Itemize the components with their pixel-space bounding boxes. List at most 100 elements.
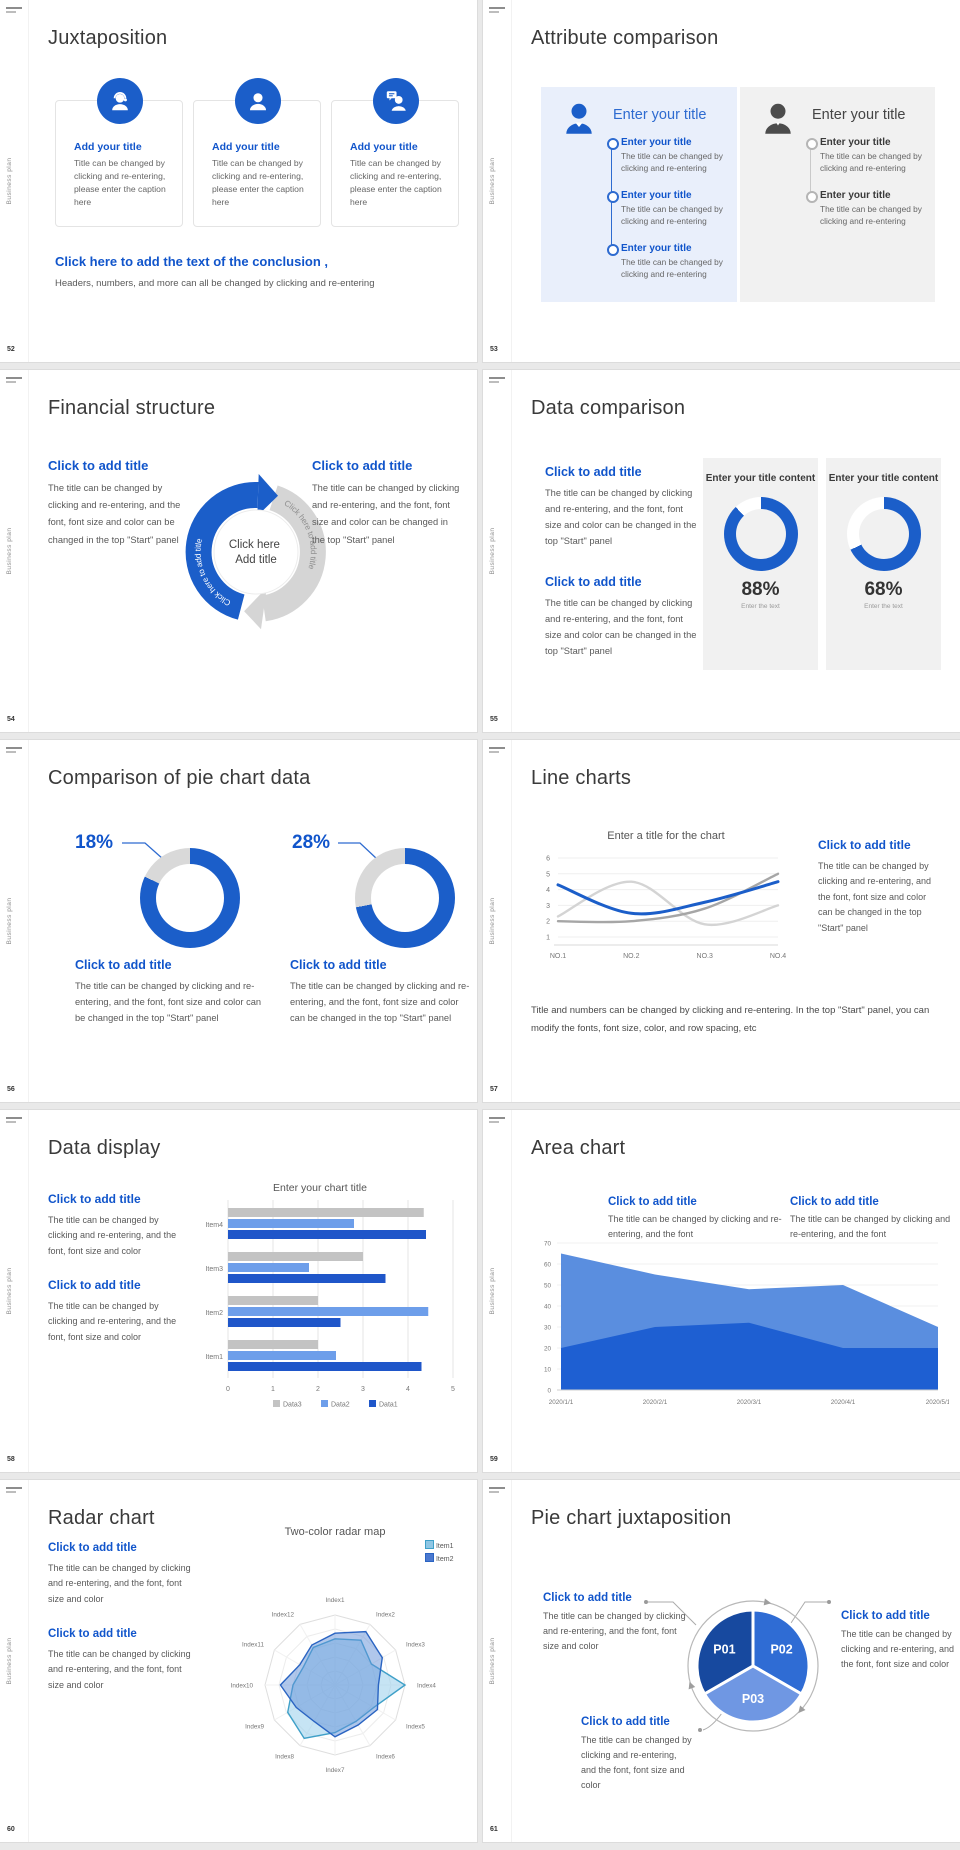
- block-body: The title can be changed by clicking and…: [48, 1301, 177, 1342]
- radar-legend: Item1 Item2: [425, 1540, 453, 1563]
- card-body: Title can be changed by clicking and re-…: [74, 158, 166, 207]
- slide-thumbnail-53[interactable]: Business plan 53 Attribute comparison En…: [483, 0, 960, 362]
- text-block-right: Click to add title The title can be chan…: [312, 458, 462, 549]
- page-number: 59: [490, 1456, 498, 1463]
- svg-text:P03: P03: [742, 1692, 764, 1706]
- svg-text:2020/4/1: 2020/4/1: [831, 1399, 856, 1406]
- block-heading: Click to add title: [608, 1196, 697, 1208]
- panel-heading: Enter your title: [812, 107, 906, 123]
- page-number: 52: [7, 346, 15, 353]
- timeline-line: [809, 145, 811, 202]
- timeline-dot: [607, 191, 619, 203]
- block-body: The title can be changed by clicking and…: [790, 1214, 951, 1240]
- line-chart: 6 5 4 3 2 1 NO.1 NO.2 NO.3 NO.4: [546, 856, 786, 961]
- block-body: The title can be changed by clicking and…: [48, 1215, 177, 1256]
- svg-text:2020/3/1: 2020/3/1: [737, 1399, 762, 1406]
- slide-thumbnail-60[interactable]: Business plan 60 Radar chart Click to ad…: [0, 1480, 477, 1842]
- rail-vertical-text: Business plan: [6, 157, 13, 205]
- comparison-panel-right: Enter your title Enter your title The ti…: [740, 87, 935, 302]
- timeline-item: Enter your title The title can be change…: [806, 190, 930, 228]
- svg-text:50: 50: [544, 1283, 552, 1290]
- block-heading: Click to add title: [48, 458, 149, 473]
- person-icon: [235, 78, 281, 124]
- conclusion-title: Click here to add the text of the conclu…: [55, 254, 329, 269]
- slide-thumbnail-52[interactable]: Business plan 52 Juxtaposition Add your …: [0, 0, 477, 362]
- timeline-item: Enter your title The title can be change…: [806, 137, 930, 175]
- slide-title: Area chart: [531, 1137, 626, 1159]
- text-block-left: Click to add title The title can be chan…: [48, 458, 181, 549]
- item-title: Enter your title: [820, 190, 891, 201]
- person-male-icon: [760, 99, 796, 142]
- slide-rail: Business plan 59: [483, 1110, 512, 1472]
- logo-mark: [6, 747, 22, 757]
- block-heading: Click to add title: [790, 1196, 879, 1208]
- donut-card-title: Enter your title content: [705, 473, 816, 484]
- slide-title: Line charts: [531, 767, 632, 789]
- legend-label: Item2: [435, 1556, 454, 1563]
- svg-text:1: 1: [546, 935, 550, 942]
- legend-swatch-item2: [425, 1553, 434, 1562]
- block-body: The title can be changed by clicking and…: [545, 598, 697, 656]
- rail-vertical-text: Business plan: [6, 897, 13, 945]
- item-body: The title can be changed by clicking and…: [621, 257, 723, 280]
- donut-chart-68: [846, 497, 921, 571]
- timeline-item: Enter your title The title can be change…: [607, 243, 731, 281]
- block-body: The title can be changed by clicking and…: [608, 1214, 782, 1240]
- page-number: 57: [490, 1086, 498, 1093]
- block-heading: Click to add title: [48, 1192, 141, 1206]
- svg-text:2020/2/1: 2020/2/1: [643, 1399, 668, 1406]
- slide-thumbnail-61[interactable]: Business plan 61 Pie chart juxtaposition…: [483, 1480, 960, 1842]
- donut-card: Enter your title content 68% Enter the t…: [826, 458, 941, 670]
- slide-thumbnail-57[interactable]: Business plan 57 Line charts Enter a tit…: [483, 740, 960, 1102]
- conclusion-block: Click here to add the text of the conclu…: [55, 254, 445, 292]
- block-body: The title can be changed by clicking and…: [841, 1629, 955, 1669]
- rail-vertical-text: Business plan: [6, 1267, 13, 1315]
- slide-thumbnail-54[interactable]: Business plan 54 Financial structure Cli…: [0, 370, 477, 732]
- svg-text:Index8: Index8: [275, 1754, 294, 1761]
- logo-mark: [489, 1487, 505, 1497]
- slide-thumbnail-56[interactable]: Business plan 56 Comparison of pie chart…: [0, 740, 477, 1102]
- svg-text:5: 5: [451, 1386, 455, 1393]
- svg-text:NO.1: NO.1: [550, 953, 566, 960]
- feature-card: Add your title Title can be changed by c…: [331, 78, 459, 227]
- block-body: The title can be changed by clicking and…: [545, 488, 697, 546]
- svg-text:Item4: Item4: [205, 1222, 223, 1229]
- svg-text:Item2: Item2: [205, 1310, 223, 1317]
- center-label: Click here Add title: [229, 539, 283, 566]
- donut-chart-88: [723, 497, 798, 571]
- block-heading: Click to add title: [290, 958, 387, 972]
- feature-card: Add your title Title can be changed by c…: [55, 78, 183, 227]
- svg-text:NO.2: NO.2: [623, 953, 639, 960]
- item-title: Enter your title: [621, 190, 692, 201]
- slide-title: Comparison of pie chart data: [48, 767, 311, 789]
- card-title: Add your title: [212, 141, 280, 153]
- svg-text:Item1: Item1: [205, 1354, 223, 1361]
- slide-thumbnail-55[interactable]: Business plan 55 Data comparison Click t…: [483, 370, 960, 732]
- text-block: Click to add title The title can be chan…: [48, 1192, 188, 1259]
- card-body: Title can be changed by clicking and re-…: [350, 158, 442, 207]
- chart-title: Enter your chart title: [273, 1182, 367, 1194]
- area-chart: 0 10 20 30 40 50 60 70 2020/1/1 2020/2/1 2020/3/1 2…: [544, 1241, 949, 1407]
- svg-text:Index7: Index7: [326, 1767, 345, 1774]
- slide-thumbnail-59[interactable]: Business plan 59 Area chart Click to add…: [483, 1110, 960, 1472]
- legend-swatch-item1: [425, 1540, 434, 1549]
- block-body: The title can be changed by clicking and…: [48, 1563, 191, 1604]
- donut-percent: 68%: [864, 579, 903, 600]
- slide-rail: Business plan 60: [0, 1480, 29, 1842]
- arrowhead-gray: [244, 587, 267, 630]
- item-title: Enter your title: [820, 137, 891, 148]
- svg-text:Index4: Index4: [417, 1683, 436, 1690]
- donut-card-title: Enter your title content: [828, 473, 939, 484]
- slide-thumbnail-58[interactable]: Business plan 58 Data display Click to a…: [0, 1110, 477, 1472]
- svg-text:Data3: Data3: [283, 1402, 302, 1409]
- svg-text:Item3: Item3: [205, 1266, 223, 1273]
- svg-text:P01: P01: [713, 1643, 735, 1657]
- donut-chart-28: [355, 848, 455, 948]
- svg-text:0: 0: [547, 1388, 551, 1395]
- text-block: Click to add title The title can be chan…: [48, 1278, 188, 1345]
- person-chat-icon: [373, 78, 419, 124]
- page-number: 58: [7, 1456, 15, 1463]
- svg-text:60: 60: [544, 1262, 552, 1269]
- timeline-item: Enter your title The title can be change…: [607, 137, 731, 175]
